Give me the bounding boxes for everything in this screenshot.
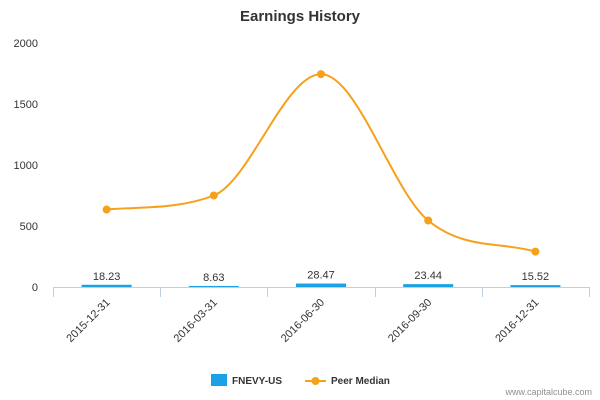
bar-data-label: 18.23 (93, 271, 121, 283)
chart-title: Earnings History (240, 8, 361, 25)
legend-label-line: Peer Median (331, 376, 390, 387)
y-tick-label: 0 (32, 282, 38, 294)
x-tick-label: 2016-03-31 (172, 297, 220, 345)
peer-median-point (317, 70, 325, 79)
y-axis: 0 500 1000 1500 2000 (14, 38, 38, 294)
bar (188, 285, 239, 287)
bar (296, 283, 346, 287)
bar-data-label: 8.63 (203, 272, 224, 284)
bar-data-label: 23.44 (414, 270, 442, 282)
credit-text: www.capitalcube.com (504, 387, 592, 397)
y-tick-label: 1500 (14, 99, 38, 111)
legend-swatch-marker (311, 377, 320, 385)
x-tick-label: 2015-12-31 (64, 297, 112, 345)
x-tick-label: 2016-09-30 (386, 297, 434, 345)
y-tick-label: 1000 (14, 160, 38, 172)
legend-swatch-bar (211, 374, 227, 386)
x-axis: 2015-12-31 2016-03-31 2016-06-30 2016-09-30… (53, 287, 590, 345)
legend: FNEVY-US Peer Median (211, 374, 390, 387)
peer-median-point (531, 247, 540, 256)
line-series (102, 70, 540, 256)
x-tick-label: 2016-06-30 (279, 297, 327, 345)
x-tick-label: 2016-12-31 (493, 297, 541, 345)
peer-median-line (106, 73, 536, 253)
peer-median-point (102, 205, 111, 214)
bar-data-labels: 18.23 8.63 28.47 23.44 15.52 (93, 270, 549, 284)
legend-label-bar: FNEVY-US (232, 376, 282, 387)
bar (81, 284, 132, 287)
bar-data-label: 15.52 (522, 271, 550, 283)
bar-series (81, 283, 561, 287)
y-tick-label: 2000 (14, 38, 38, 50)
peer-median-point (424, 216, 433, 225)
peer-median-point (209, 191, 218, 200)
bar (403, 284, 454, 287)
bar (510, 285, 561, 287)
y-tick-label: 500 (20, 221, 38, 233)
bar-data-label: 28.47 (307, 270, 335, 282)
